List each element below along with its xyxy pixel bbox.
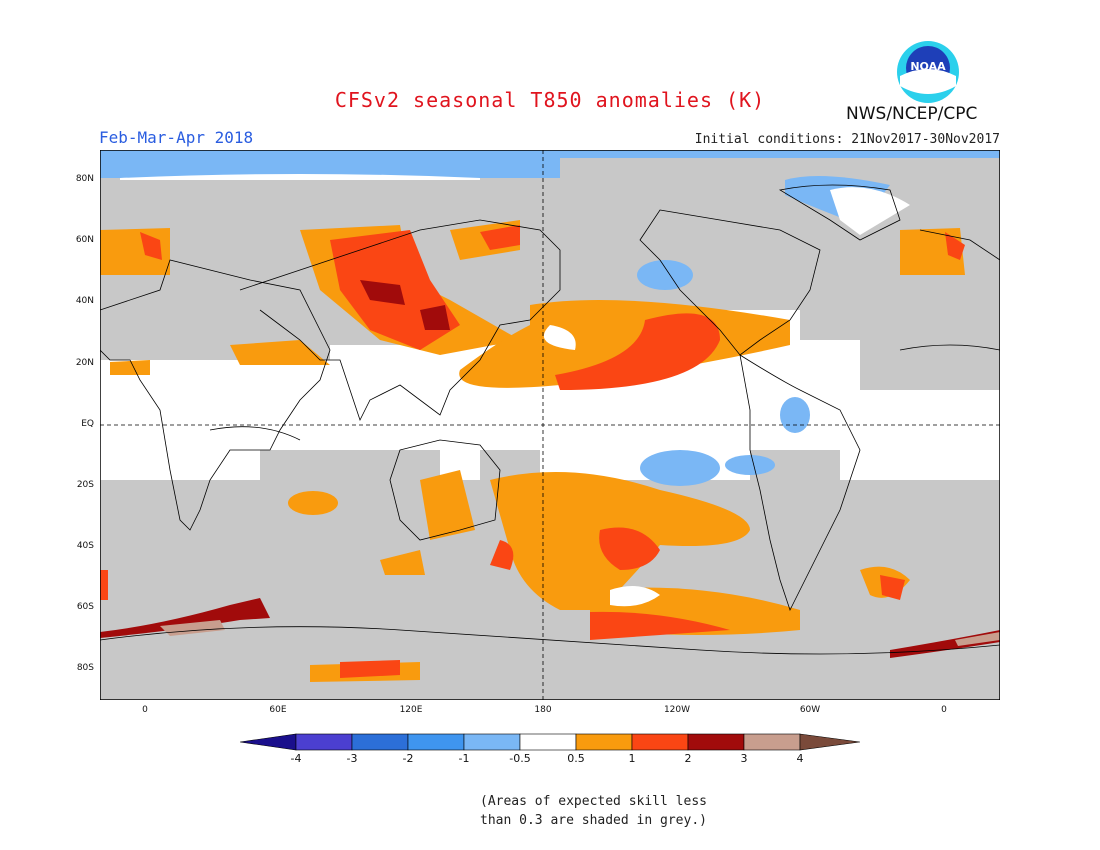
season-label: Feb-Mar-Apr 2018 — [99, 128, 254, 147]
lon-label-180: 180 — [534, 705, 552, 715]
lat-label-40n: 40N — [75, 296, 94, 306]
coastlines — [100, 184, 1000, 655]
skill-note-line: than 0.3 are shaded in grey.) — [480, 813, 707, 828]
svg-text:NOAA: NOAA — [910, 60, 946, 73]
colorbar-tick: 0.5 — [567, 752, 585, 765]
lon-label-0-east: 0 — [941, 705, 947, 715]
lon-label-0: 0 — [142, 705, 148, 715]
lat-label-60s: 60S — [76, 602, 94, 612]
skill-note: (Areas of expected skill less than 0.3 a… — [480, 792, 707, 830]
lat-label-80s: 80S — [76, 663, 94, 673]
lon-label-120w: 120W — [663, 705, 691, 715]
lat-label-eq: EQ — [81, 419, 94, 429]
cold-anomaly-areas — [100, 150, 1000, 486]
lon-label-60e: 60E — [269, 705, 287, 715]
initial-conditions-label: Initial conditions: 21Nov2017-30Nov2017 — [694, 132, 1000, 147]
colorbar — [240, 733, 860, 751]
map-title: CFSv2 seasonal T850 anomalies (K) — [334, 88, 766, 112]
lon-label-60w: 60W — [799, 705, 821, 715]
lon-label-120e: 120E — [399, 705, 423, 715]
agency-label: NWS/NCEP/CPC — [846, 104, 978, 124]
lat-label-20s: 20S — [76, 480, 94, 490]
lat-label-40s: 40S — [76, 541, 94, 551]
colorbar-tick: 4 — [796, 752, 804, 765]
colorbar-tick: -3 — [346, 752, 358, 765]
lat-label-60n: 60N — [75, 235, 94, 245]
colorbar-tick: -4 — [290, 752, 302, 765]
lat-label-80n: 80N — [75, 174, 94, 184]
colorbar-tick: 1 — [628, 752, 636, 765]
colorbar-tick: 3 — [740, 752, 748, 765]
anomaly-map — [100, 150, 1000, 700]
colorbar-tick: -1 — [458, 752, 470, 765]
lat-label-20n: 20N — [75, 358, 94, 368]
colorbar-tick: -2 — [402, 752, 414, 765]
skill-note-line: (Areas of expected skill less — [480, 794, 707, 809]
colorbar-tick: 2 — [684, 752, 692, 765]
noaa-logo: NOAA — [897, 41, 959, 103]
colorbar-tick: -0.5 — [509, 752, 531, 765]
